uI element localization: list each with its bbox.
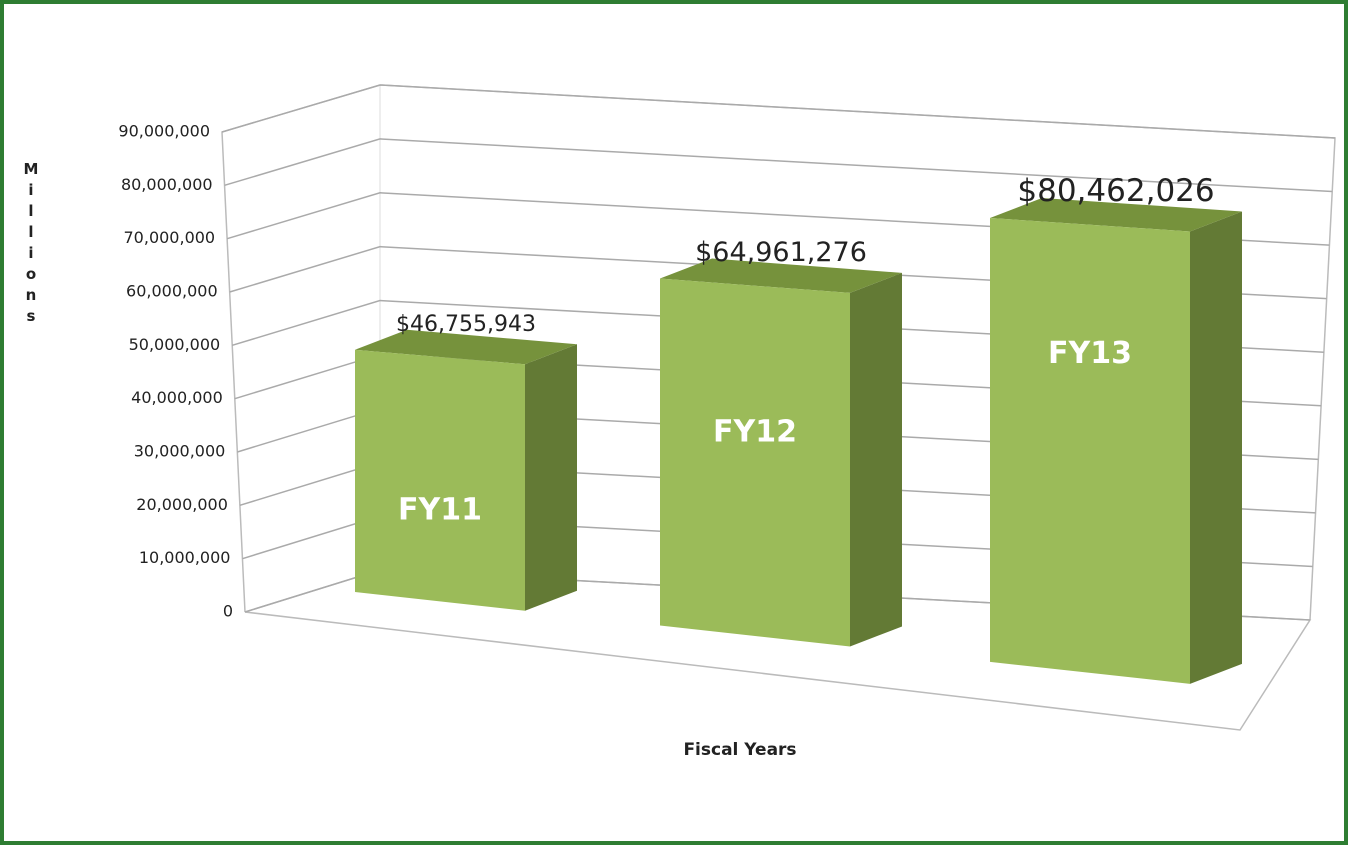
y-tick-label: 70,000,000 [124,228,216,247]
bar [990,217,1190,684]
bar-side [1190,211,1242,684]
y-tick-label: 60,000,000 [126,282,218,301]
y-tick-label: 90,000,000 [118,122,210,141]
y-tick-label: 10,000,000 [139,548,231,567]
y-tick-label: 20,000,000 [136,495,228,514]
category-label: FY12 [713,414,797,449]
category-label: FY11 [398,492,482,527]
bar-top [660,258,902,293]
y-tick-label: 50,000,000 [129,335,221,354]
y-axis-title: Millions [22,160,40,328]
grid-line [224,138,1333,193]
data-label: $80,462,026 [1017,173,1214,209]
data-label: $64,961,276 [695,237,867,268]
bar [660,278,850,647]
bar-top [355,329,577,365]
bar-side [850,272,902,647]
bar-side [525,344,577,611]
y-tick-label: 80,000,000 [121,175,213,194]
grid-line [221,84,1336,139]
y-tick-label: 30,000,000 [134,442,226,461]
y-tick-label: 0 [223,602,233,621]
bar [355,349,525,611]
x-axis-title: Fiscal Years [683,740,796,760]
bar-top [990,197,1242,232]
data-label: $46,755,943 [396,312,536,337]
category-label: FY13 [1048,336,1132,371]
y-tick-label: 40,000,000 [131,388,223,407]
